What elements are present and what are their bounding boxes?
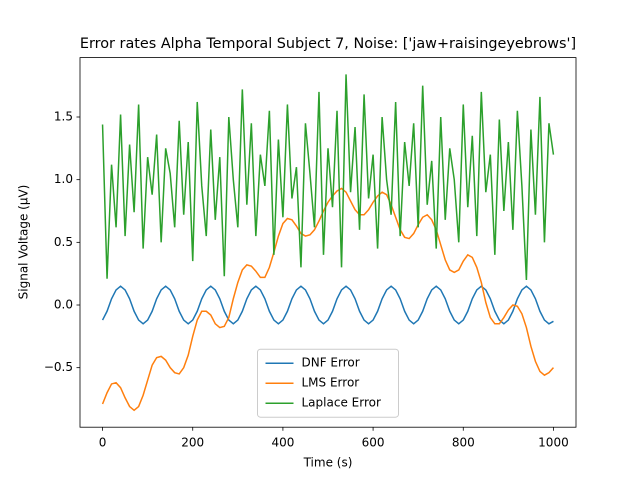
y-tick-label: 0.5	[54, 235, 73, 249]
x-tick-label: 1000	[538, 436, 569, 450]
y-tick-label: 1.0	[54, 172, 73, 186]
chart-title: Error rates Alpha Temporal Subject 7, No…	[80, 36, 576, 52]
x-tick-label: 0	[99, 436, 107, 450]
legend-label: DNF Error	[302, 356, 360, 370]
x-tick-label: 400	[271, 436, 294, 450]
y-axis-label: Signal Voltage (μV)	[17, 185, 31, 300]
y-tick-label: −0.5	[44, 360, 73, 374]
legend-label: Laplace Error	[302, 396, 381, 410]
legend-box	[257, 348, 399, 418]
x-tick-label: 600	[362, 436, 385, 450]
y-tick-label: 1.5	[54, 110, 73, 124]
data-line	[101, 187, 555, 412]
data-line	[101, 285, 554, 325]
x-axis-label: Time (s)	[303, 456, 353, 470]
data-line	[101, 74, 555, 280]
y-tick-label: 0.0	[54, 298, 73, 312]
plot-frame	[79, 57, 577, 428]
legend-label: LMS Error	[302, 376, 360, 390]
x-tick-label: 200	[181, 436, 204, 450]
x-tick-label: 800	[452, 436, 475, 450]
